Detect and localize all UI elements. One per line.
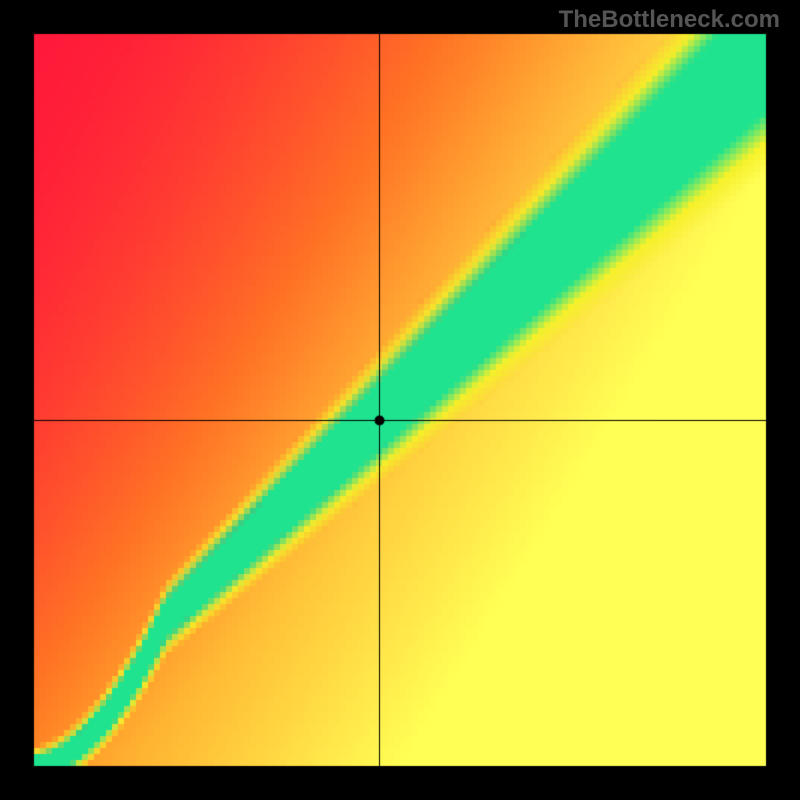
figure-container: { "figure": { "canvas_size": 800, "backg… (0, 0, 800, 800)
bottleneck-heatmap (0, 0, 800, 800)
watermark-text: TheBottleneck.com (559, 6, 780, 34)
